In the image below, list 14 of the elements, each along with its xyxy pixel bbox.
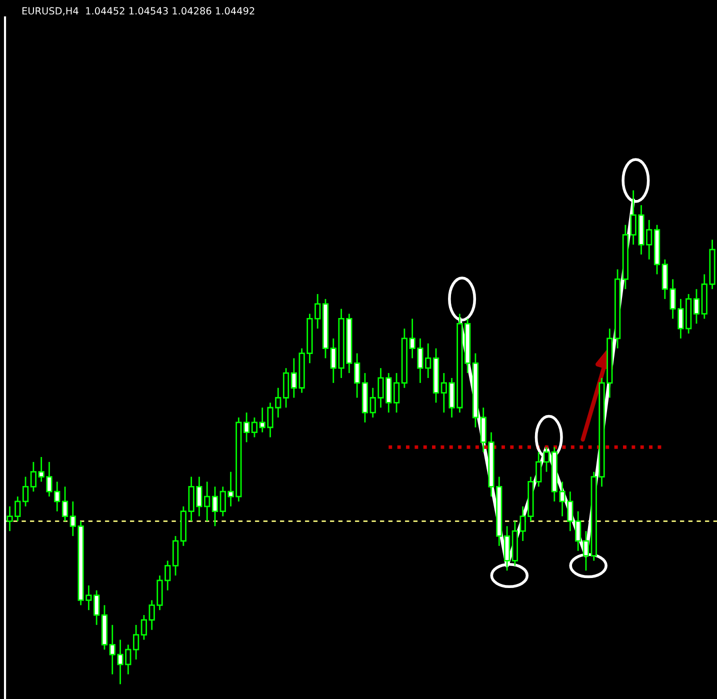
candlestick <box>212 486 218 527</box>
candlestick <box>62 486 68 522</box>
candlestick <box>693 288 700 324</box>
candlestick <box>22 476 29 508</box>
candlestick <box>132 624 140 660</box>
candlestick <box>30 461 36 492</box>
candlestick <box>140 614 148 640</box>
candlestick <box>543 446 550 473</box>
candlestick <box>393 372 400 414</box>
candlestick <box>243 412 250 443</box>
candlestick <box>251 416 258 438</box>
candlestick <box>354 352 360 398</box>
chart-title: EURUSD,H4 1.04452 1.04543 1.04286 1.04492 <box>22 7 254 16</box>
candlestick <box>575 510 582 552</box>
